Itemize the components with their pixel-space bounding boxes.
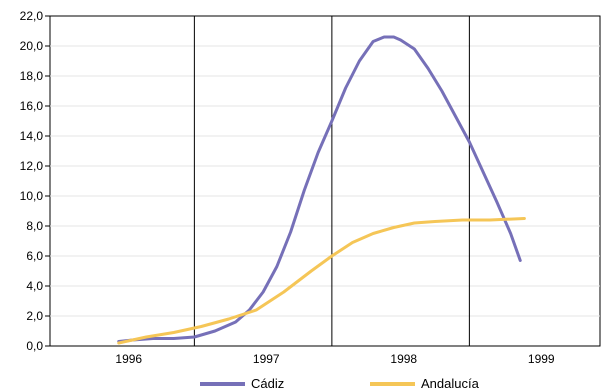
year-dividers [193,16,470,346]
grid [50,45,600,317]
y-tick-label: 4,0 [26,279,43,293]
series-lines [117,35,526,345]
x-tick-label: 1998 [390,352,417,366]
y-tick-label: 0,0 [26,339,43,353]
y-tick-label: 18,0 [20,69,44,83]
x-axis-ticks: 1996 1997 1998 1999 [115,352,555,366]
y-tick-label: 10,0 [20,189,44,203]
y-tick-label: 20,0 [20,39,44,53]
y-tick-label: 22,0 [20,9,44,23]
x-tick-label: 1996 [115,352,142,366]
y-axis-ticks: 0,0 2,0 4,0 6,0 8,0 10,0 12,0 14,0 16,0 18,0 20,0 2… [20,9,50,353]
legend: Cádiz Andalucía [200,376,480,391]
x-tick-label: 1997 [253,352,280,366]
y-tick-label: 12,0 [20,159,44,173]
series-line-0 [117,35,522,343]
y-tick-label: 2,0 [26,309,43,323]
plot-area [49,15,601,347]
x-tick-label: 1999 [528,352,555,366]
legend-label: Cádiz [251,376,284,391]
y-tick-label: 16,0 [20,99,44,113]
series-line-1 [117,217,526,345]
legend-label: Andalucía [421,376,480,391]
y-tick-label: 8,0 [26,219,43,233]
y-tick-label: 14,0 [20,129,44,143]
y-tick-label: 6,0 [26,249,43,263]
